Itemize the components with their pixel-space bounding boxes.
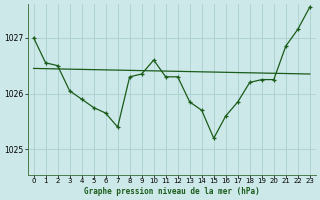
X-axis label: Graphe pression niveau de la mer (hPa): Graphe pression niveau de la mer (hPa) [84, 187, 260, 196]
